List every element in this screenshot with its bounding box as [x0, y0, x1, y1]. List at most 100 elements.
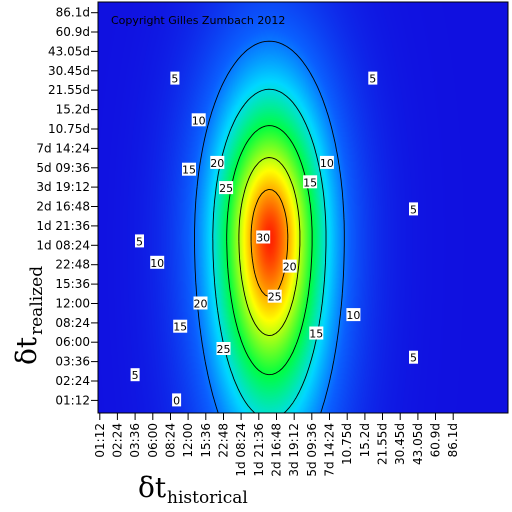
x-tick-label: 12:00 [181, 423, 195, 458]
contour-label-box [210, 155, 225, 169]
y-tick-label: 2d 16:48 [36, 200, 90, 214]
x-axis-title-sub: historical [167, 488, 248, 508]
y-tick-label: 12:00 [55, 297, 90, 311]
contour-label: 5 [409, 350, 418, 365]
contour-label-text: 15 [303, 176, 317, 189]
contour-label-text: 20 [210, 157, 224, 170]
contour-label-text: 5 [410, 352, 417, 365]
contour-label-box [135, 234, 144, 248]
y-tick-label: 03:36 [55, 355, 90, 369]
contour-label-text: 30 [256, 232, 270, 245]
contour-label-box [267, 289, 282, 303]
contour-label: 25 [219, 181, 234, 195]
y-tick-label: 01:12 [55, 393, 90, 407]
contour-label-text: 5 [410, 203, 417, 216]
heatmap-image [98, 2, 508, 413]
contour-label: 5 [409, 202, 418, 216]
contour-label: 20 [282, 259, 297, 274]
y-axis-ticks: 86.1d 60.9d 43.05d 30.45d 21.55d 15.2d 10.75d 7… [36, 6, 98, 407]
contour-line-10 [212, 88, 327, 413]
contour-label: 25 [216, 342, 231, 356]
contour-label-box [173, 319, 188, 333]
contour-label-text: 25 [268, 291, 282, 304]
contour-label-text: 15 [309, 328, 323, 341]
y-tick-label: 60.9d [56, 25, 90, 39]
contour-label-text: 15 [182, 164, 196, 177]
contour-label-box [193, 296, 208, 310]
y-tick-label: 02:24 [55, 374, 90, 388]
contour-label-box [256, 230, 271, 244]
contour-label: 15 [309, 326, 324, 341]
x-axis-title: δt historical [138, 471, 248, 508]
contour-label-text: 0 [173, 394, 180, 407]
contour-label: 10 [191, 113, 206, 127]
x-tick-label: 60.9d [429, 423, 443, 457]
y-tick-label: 06:00 [55, 335, 90, 349]
x-tick-label: 03:36 [128, 423, 142, 458]
y-axis-title-sub: realized [27, 266, 47, 335]
contour-label-box [409, 350, 418, 364]
contour-label-box [368, 71, 378, 85]
contour-label-text: 10 [192, 114, 206, 127]
contour-label-text: 15 [173, 321, 187, 334]
contour-label: 15 [303, 175, 318, 189]
y-tick-label: 21.55d [48, 83, 90, 97]
contour-label-box [182, 162, 196, 176]
contour-label: 20 [193, 296, 208, 311]
x-axis-title-main: δt [138, 471, 167, 504]
x-tick-label: 21.55d [376, 423, 390, 465]
contour-label-text: 5 [171, 73, 178, 86]
y-tick-label: 1d 21:36 [36, 219, 90, 233]
copyright-text: Copyright Gilles Zumbach 2012 [111, 14, 285, 27]
contour-lines [194, 40, 345, 413]
contour-label-text: 10 [150, 257, 164, 270]
contour-label-text: 25 [217, 343, 231, 356]
y-tick-label: 5d 09:36 [36, 161, 90, 175]
contour-label-box [170, 71, 180, 85]
y-tick-label: 15.2d [56, 103, 90, 117]
x-tick-label: 86.1d [446, 423, 460, 457]
contour-label: 10 [319, 155, 334, 170]
contour-label-box [309, 326, 324, 340]
contour-label-box [319, 155, 334, 169]
contour-label-box [219, 181, 234, 195]
contour-label: 5 [135, 234, 144, 248]
x-tick-label: 01:12 [93, 423, 107, 458]
x-tick-label: 15.2d [358, 423, 372, 457]
contour-line-20 [238, 157, 301, 337]
x-tick-label: 1d 21:36 [252, 423, 266, 477]
x-tick-label: 3d 19:12 [287, 423, 301, 477]
y-axis-title-main: δt [10, 336, 43, 365]
contour-label: 25 [267, 289, 282, 304]
x-tick-label: 5d 09:36 [305, 423, 319, 477]
contour-label: 15 [173, 319, 188, 334]
x-tick-label: 2d 16:48 [270, 423, 284, 477]
x-tick-label: 22:48 [217, 423, 231, 458]
contour-label: 20 [210, 155, 225, 170]
y-tick-label: 15:36 [55, 277, 90, 291]
contour-label-text: 20 [194, 298, 208, 311]
y-tick-label: 43.05d [48, 44, 90, 58]
contour-label: 15 [182, 162, 196, 177]
y-tick-label: 10.75d [48, 122, 90, 136]
contour-label-box [150, 255, 165, 269]
contour-label-text: 5 [132, 369, 139, 382]
y-tick-label: 3d 19:12 [36, 180, 90, 194]
x-tick-label: 15:36 [199, 423, 213, 458]
contour-label: 5 [130, 368, 140, 382]
x-tick-label: 7d 14:24 [323, 423, 337, 477]
x-tick-label: 43.05d [411, 423, 425, 465]
y-tick-label: 1d 08:24 [36, 238, 90, 252]
contour-label-text: 10 [320, 157, 334, 170]
contour-label-box [346, 308, 361, 322]
contour-label-box [172, 393, 182, 407]
x-tick-label: 1d 08:24 [234, 423, 248, 477]
contour-label: 5 [368, 71, 378, 86]
y-tick-label: 7d 14:24 [36, 141, 90, 155]
y-tick-label: 08:24 [55, 316, 90, 330]
contour-label-text: 5 [369, 73, 376, 86]
y-axis-title: δt realized [10, 266, 47, 365]
contour-label: 10 [150, 255, 165, 270]
